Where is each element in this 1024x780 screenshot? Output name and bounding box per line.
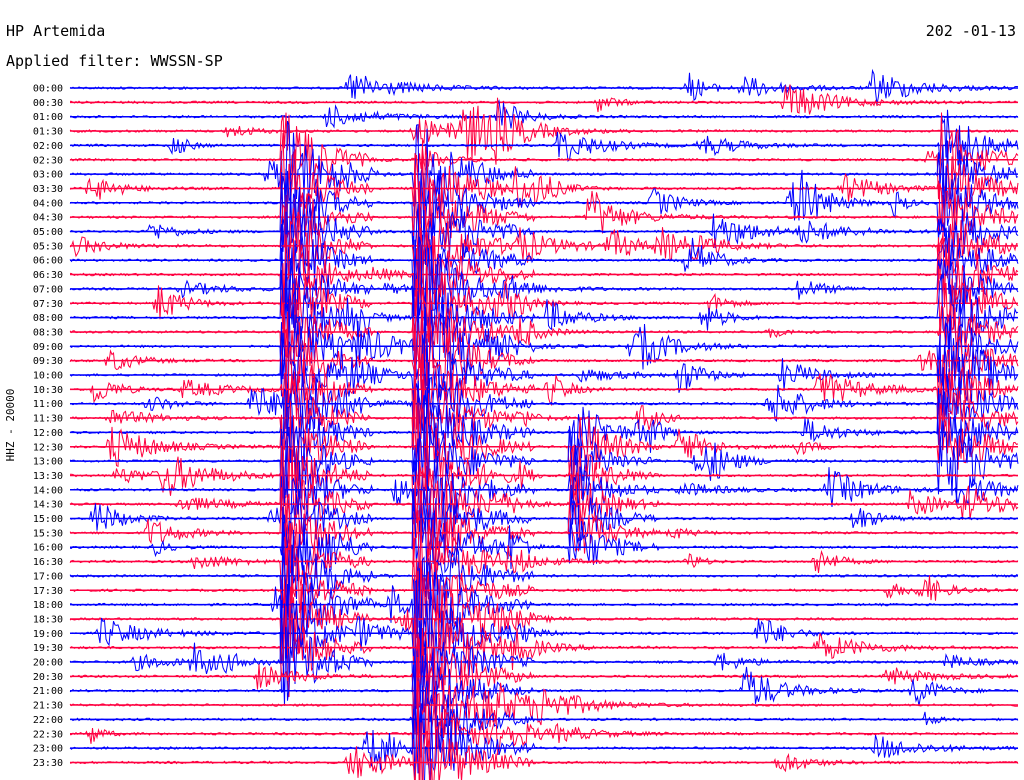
row-time-label: 19:30 bbox=[33, 643, 63, 654]
row-time-label: 02:00 bbox=[33, 141, 63, 152]
trace-row-1630 bbox=[69, 510, 1019, 608]
filter-subtitle: Applied filter: WWSSN-SP bbox=[6, 52, 223, 70]
row-time-label: 18:30 bbox=[33, 614, 63, 625]
row-time-label: 07:30 bbox=[33, 299, 63, 310]
row-time-label: 22:00 bbox=[33, 715, 63, 726]
row-time-label: 18:00 bbox=[33, 600, 63, 611]
row-time-label: 19:00 bbox=[33, 629, 63, 640]
row-time-label: 17:00 bbox=[33, 571, 63, 582]
row-time-label: 01:00 bbox=[33, 112, 63, 123]
row-time-label: 05:30 bbox=[33, 241, 63, 252]
row-time-label: 04:30 bbox=[33, 213, 63, 224]
row-time-label: 13:00 bbox=[33, 457, 63, 468]
row-time-label: 20:00 bbox=[33, 658, 63, 669]
row-time-label: 06:30 bbox=[33, 270, 63, 281]
row-time-label: 00:00 bbox=[33, 84, 63, 95]
row-time-label: 21:00 bbox=[33, 686, 63, 697]
row-time-label: 03:00 bbox=[33, 170, 63, 181]
row-time-label: 06:00 bbox=[33, 256, 63, 267]
row-time-label: 10:30 bbox=[33, 385, 63, 396]
row-time-label: 11:00 bbox=[33, 399, 63, 410]
row-time-label: 15:30 bbox=[33, 528, 63, 539]
row-time-label: 11:30 bbox=[33, 414, 63, 425]
channel-axis-label: HHZ - 20000 bbox=[4, 389, 17, 462]
row-time-label: 03:30 bbox=[33, 184, 63, 195]
row-time-label: 12:00 bbox=[33, 428, 63, 439]
row-time-label: 14:30 bbox=[33, 500, 63, 511]
row-time-label: 16:00 bbox=[33, 543, 63, 554]
row-time-label: 15:00 bbox=[33, 514, 63, 525]
date-label: 202 -01-13 bbox=[926, 22, 1016, 40]
row-time-label: 22:30 bbox=[33, 729, 63, 740]
row-time-label: 01:30 bbox=[33, 127, 63, 138]
row-time-label: 23:00 bbox=[33, 744, 63, 755]
row-time-label: 07:00 bbox=[33, 284, 63, 295]
row-time-label: 17:30 bbox=[33, 586, 63, 597]
row-time-label: 12:30 bbox=[33, 442, 63, 453]
row-time-label: 10:00 bbox=[33, 371, 63, 382]
trace-row-1030 bbox=[69, 331, 1019, 444]
row-time-label: 13:30 bbox=[33, 471, 63, 482]
station-title: HP Artemida bbox=[6, 22, 105, 40]
row-time-label: 02:30 bbox=[33, 155, 63, 166]
row-time-label: 08:30 bbox=[33, 327, 63, 338]
row-time-label: 09:00 bbox=[33, 342, 63, 353]
row-time-label: 08:00 bbox=[33, 313, 63, 324]
trace-group bbox=[69, 68, 1019, 780]
row-time-label: 21:30 bbox=[33, 701, 63, 712]
row-time-label: 04:00 bbox=[33, 198, 63, 209]
trace-row-0130 bbox=[69, 97, 1019, 165]
row-time-label: 23:30 bbox=[33, 758, 63, 769]
row-time-label: 16:30 bbox=[33, 557, 63, 568]
row-time-label: 05:00 bbox=[33, 227, 63, 238]
row-time-label: 20:30 bbox=[33, 672, 63, 683]
row-time-label: 14:00 bbox=[33, 485, 63, 496]
row-label-group: 00:00 00:30 01:00 01:30 02:00 02:30 03:00 03:30… bbox=[33, 84, 63, 769]
row-time-label: 09:30 bbox=[33, 356, 63, 367]
row-time-label: 00:30 bbox=[33, 98, 63, 109]
